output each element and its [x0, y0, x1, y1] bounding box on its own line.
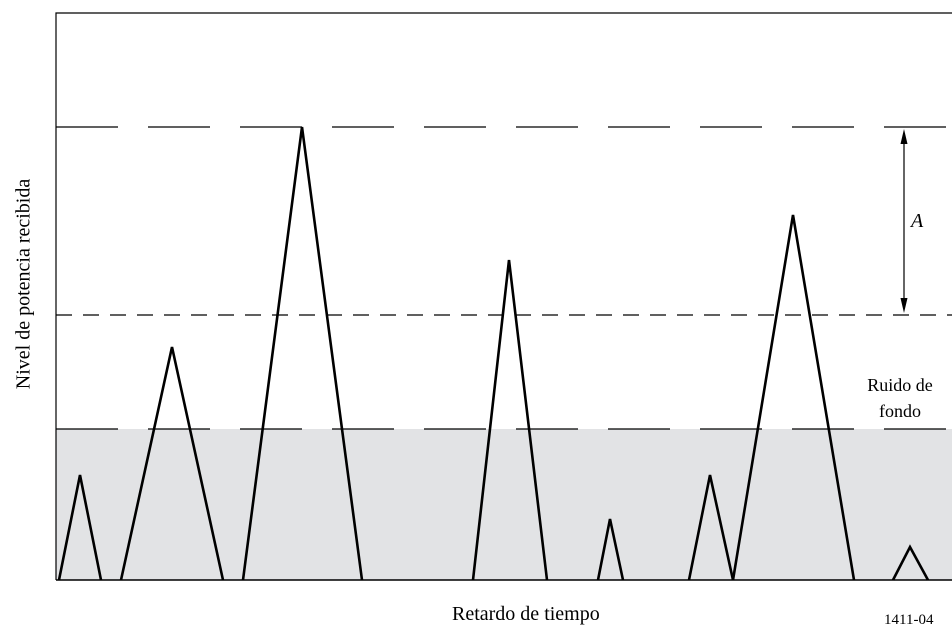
x-axis-label: Retardo de tiempo	[452, 603, 600, 625]
range-arrow	[900, 129, 908, 313]
noise-floor-label: Ruido de fondo	[867, 375, 933, 421]
figure-id: 1411-04	[884, 612, 934, 628]
peak-4	[471, 259, 549, 581]
plot-frame	[55, 12, 952, 580]
peak-3	[241, 126, 364, 581]
peak-7	[731, 214, 856, 581]
peak-8	[891, 544, 930, 581]
multipath-peaks	[57, 126, 930, 581]
y-axis-label: Nivel de potencia recibida	[12, 178, 35, 390]
peak-2	[119, 346, 225, 581]
peak-6	[687, 474, 735, 581]
noise-region	[56, 429, 952, 580]
peak-1	[57, 474, 103, 581]
arrow-label: A	[911, 210, 924, 232]
peak-5	[596, 518, 625, 581]
